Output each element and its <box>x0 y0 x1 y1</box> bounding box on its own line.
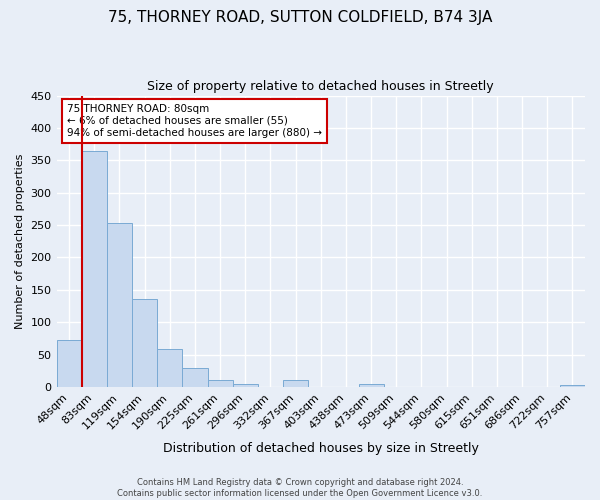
Bar <box>56 340 82 387</box>
Text: Contains HM Land Registry data © Crown copyright and database right 2024.
Contai: Contains HM Land Registry data © Crown c… <box>118 478 482 498</box>
X-axis label: Distribution of detached houses by size in Streetly: Distribution of detached houses by size … <box>163 442 479 455</box>
Text: 75 THORNEY ROAD: 80sqm
← 6% of detached houses are smaller (55)
94% of semi-deta: 75 THORNEY ROAD: 80sqm ← 6% of detached … <box>67 104 322 138</box>
Bar <box>233 384 258 387</box>
Title: Size of property relative to detached houses in Streetly: Size of property relative to detached ho… <box>148 80 494 93</box>
Y-axis label: Number of detached properties: Number of detached properties <box>15 154 25 329</box>
Bar <box>82 150 107 387</box>
Text: 75, THORNEY ROAD, SUTTON COLDFIELD, B74 3JA: 75, THORNEY ROAD, SUTTON COLDFIELD, B74 … <box>108 10 492 25</box>
Bar <box>107 223 132 387</box>
Bar <box>560 385 585 387</box>
Bar <box>182 368 208 387</box>
Bar <box>208 380 233 387</box>
Bar <box>283 380 308 387</box>
Bar <box>132 299 157 387</box>
Bar <box>157 350 182 387</box>
Bar <box>359 384 383 387</box>
